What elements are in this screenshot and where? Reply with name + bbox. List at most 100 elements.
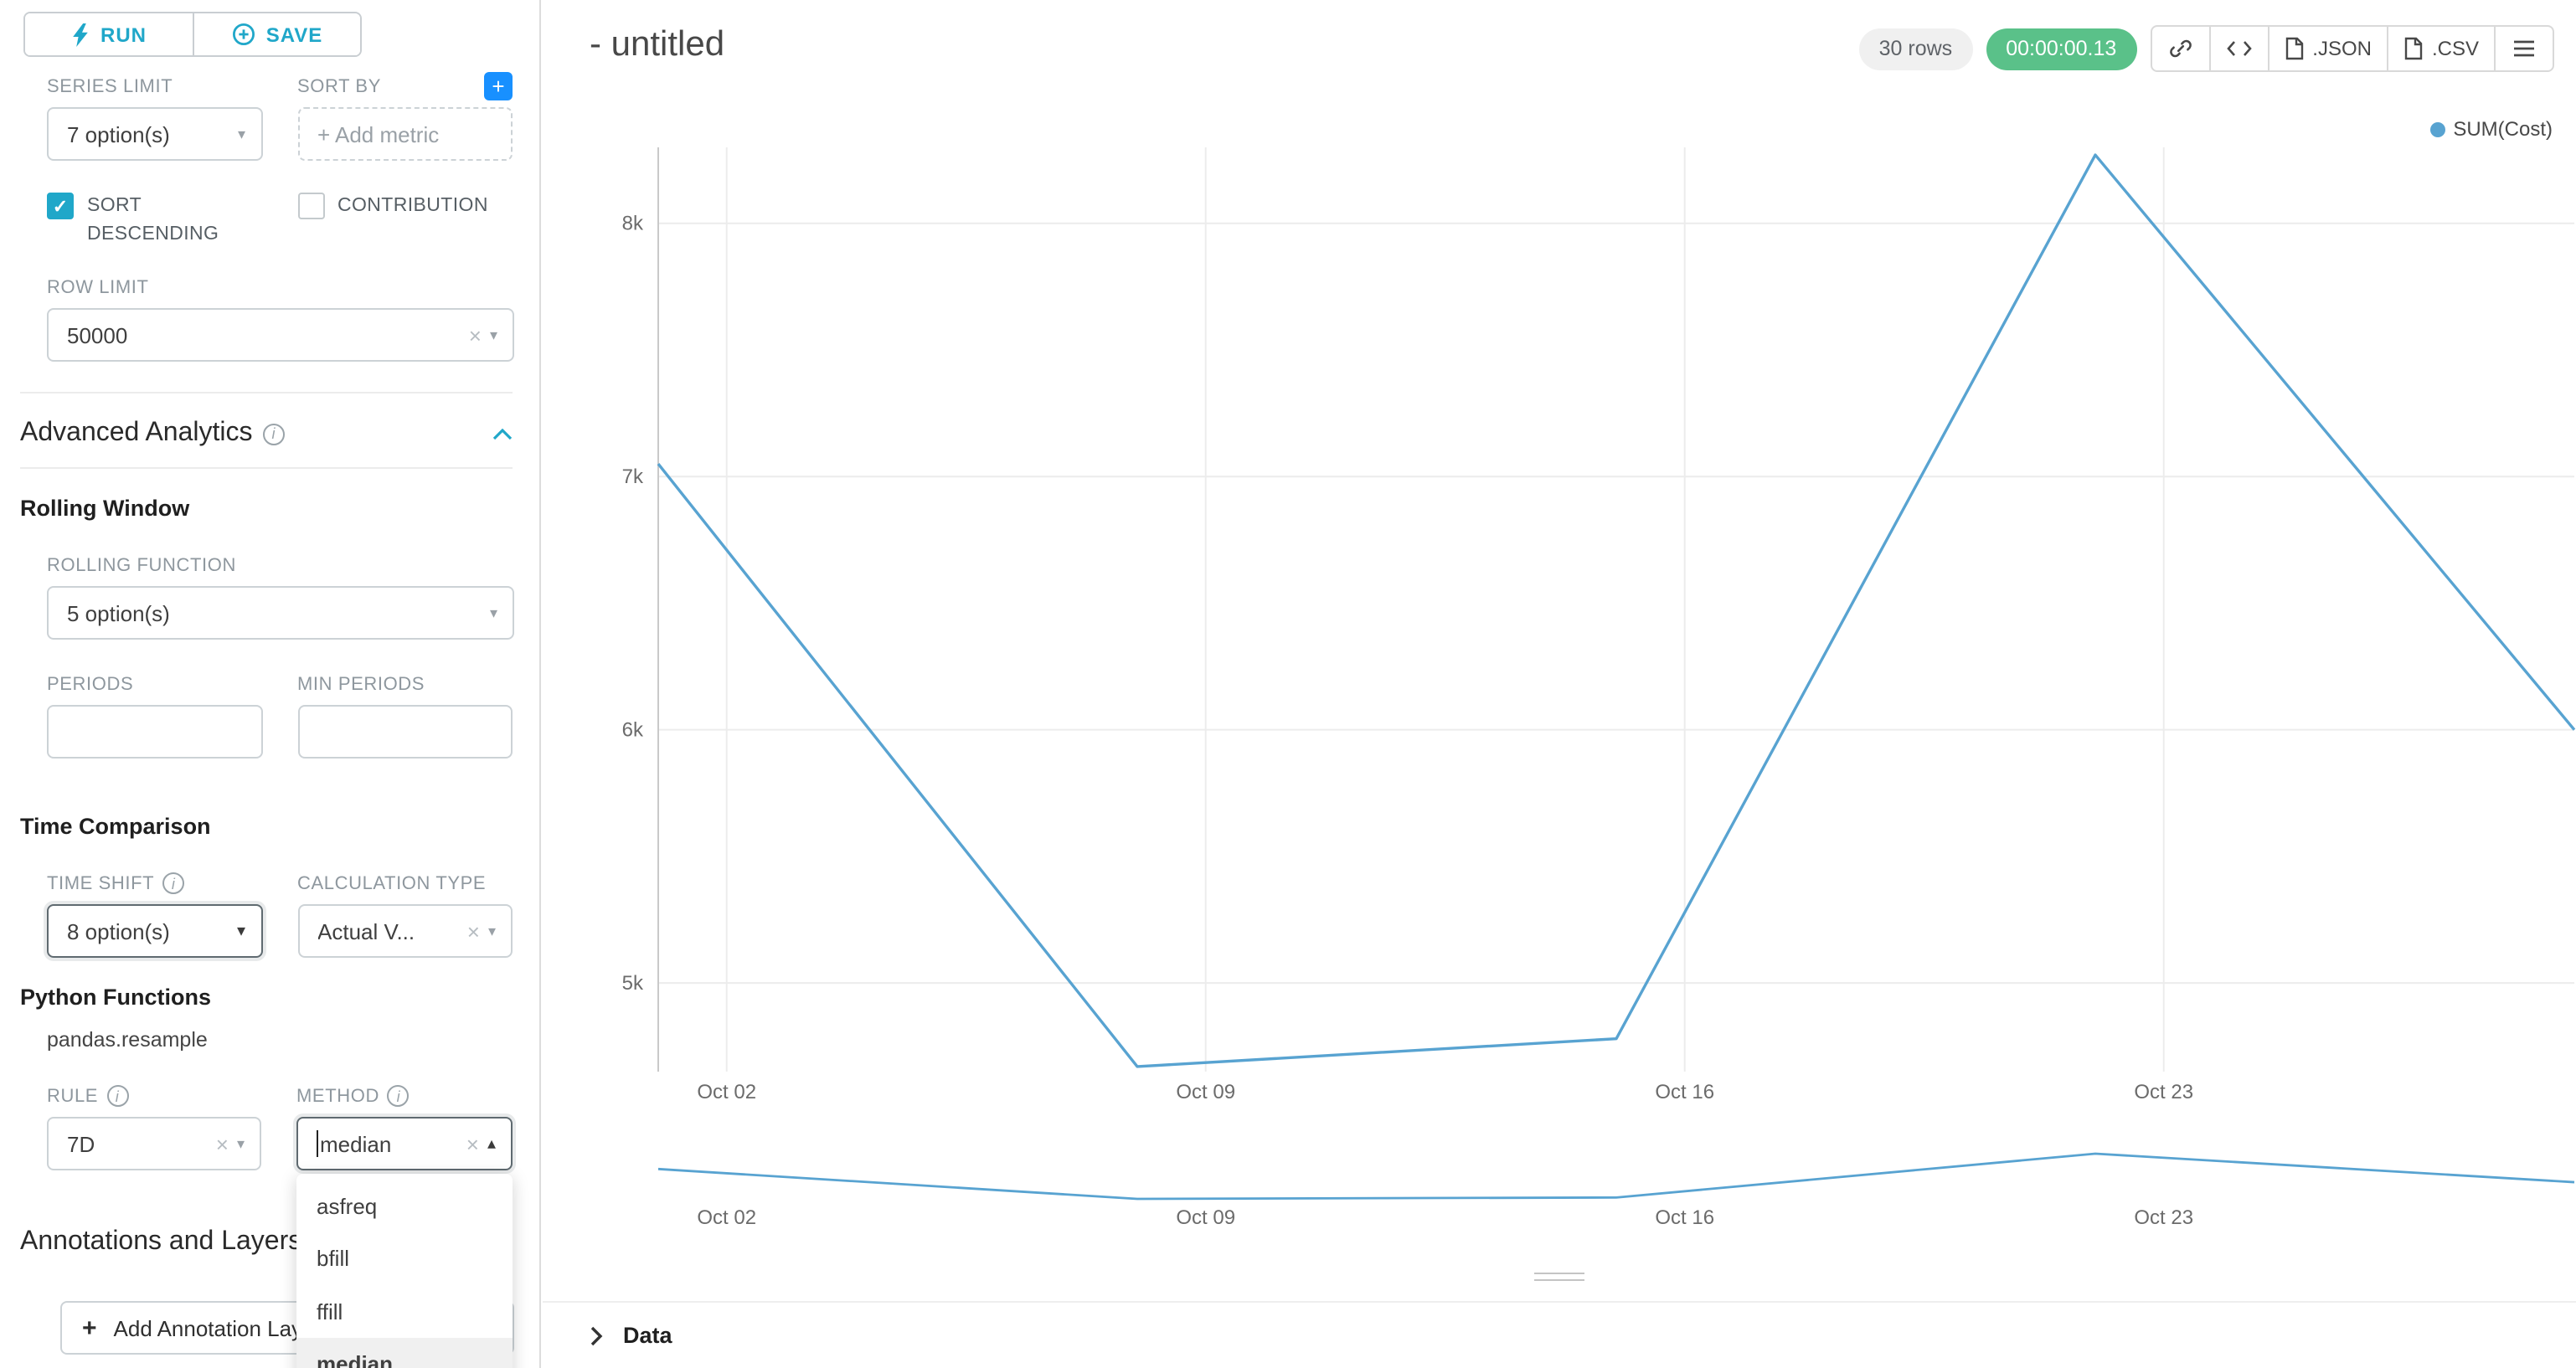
time-shift-value: 8 option(s) [67,918,170,944]
y-tick-label: 5k [622,972,644,995]
link-icon [2169,39,2192,58]
run-button[interactable]: RUN [25,13,193,55]
periods-input[interactable] [47,705,262,759]
csv-label: .CSV [2431,37,2479,60]
min-periods-label: MIN PERIODS [297,674,425,695]
series-limit-select[interactable]: 7 option(s) ▾ [47,107,262,161]
clear-icon[interactable]: × [466,918,480,944]
x-tick-label: Oct 16 [1655,1081,1714,1103]
resample-row: RULE 7D × ▾ METHOD × ▴ [47,1052,513,1368]
caret-down-icon: ▾ [236,1134,245,1152]
caret-down-icon: ▾ [489,326,497,343]
rule-value: 7D [67,1131,95,1157]
method-option-median[interactable]: median [296,1337,513,1368]
sort-by-label-row: SORT BY [297,72,513,100]
row-count-badge: 30 rows [1858,28,1973,69]
time-shift-label-row: TIME SHIFT [47,872,262,895]
calculation-type-select[interactable]: Actual V... × ▾ [297,904,513,959]
time-shift-select[interactable]: 8 option(s) ▾ [47,904,262,959]
time-comparison-row: TIME SHIFT 8 option(s) ▾ CALCULATION TYP… [47,840,513,959]
method-field: METHOD × ▴ asfreq bfill ffill median [296,1052,513,1368]
series-limit-value: 7 option(s) [67,121,170,147]
rule-label: RULE [47,1086,99,1107]
rolling-function-label: ROLLING FUNCTION [47,555,236,576]
y-tick-label: 7k [622,465,644,488]
method-option-ffill[interactable]: ffill [317,1299,343,1324]
method-option-bfill[interactable]: bfill [317,1246,350,1272]
advanced-analytics-title: Advanced Analytics [20,419,253,448]
checkbox-row: SORT DESCENDING CONTRIBUTION [47,191,513,249]
series-limit-field: SERIES LIMIT 7 option(s) ▾ [47,57,262,161]
handle-line [1534,1279,1584,1281]
export-csv-button[interactable]: .CSV [2386,25,2496,72]
save-button[interactable]: SAVE [193,13,360,55]
time-shift-label: TIME SHIFT [47,873,155,894]
annotations-header[interactable]: Annotations and Layers [20,1228,513,1258]
method-label-row: METHOD [296,1085,513,1108]
lightning-icon [73,23,88,46]
series-line [657,153,2576,1068]
annotations-title: Annotations and Layers [20,1227,302,1257]
periods-field: PERIODS [47,640,262,759]
mini-x-tick-label: Oct 16 [1655,1206,1714,1229]
info-icon [262,423,285,445]
query-action-buttons: RUN SAVE [23,12,362,57]
plus-circle-icon [232,23,255,46]
more-options-button[interactable] [2494,25,2554,72]
chevron-up-icon[interactable] [492,428,513,440]
min-periods-input[interactable] [297,705,513,759]
rolling-function-select[interactable]: 5 option(s) ▾ [47,586,514,640]
run-label: RUN [100,23,147,46]
legend-label: SUM(Cost) [2453,117,2553,141]
export-json-button[interactable]: .JSON [2267,25,2388,72]
sort-by-add-metric[interactable]: + Add metric [297,107,513,161]
legend-item-sum-cost[interactable]: SUM(Cost) [2429,117,2553,141]
timeseries-line-chart: 5k 6k 7k 8k Oct 02 Oct 02 Oct 09 Oct 09 Oct 16 Oc… [622,147,2576,1229]
pandas-resample-label: pandas.resample [47,1028,208,1052]
rule-select[interactable]: 7D × ▾ [47,1117,261,1171]
hamburger-menu-icon [2514,40,2534,57]
mini-x-tick-label: Oct 09 [1176,1206,1235,1229]
contribution-option[interactable]: CONTRIBUTION [297,191,513,249]
series-limit-label: SERIES LIMIT [47,76,173,96]
caret-up-icon: ▴ [487,1134,496,1154]
mini-x-tick-label: Oct 02 [697,1206,756,1229]
calculation-type-value: Actual V... [317,918,415,944]
chart-header-toolbar: 30 rows 00:00:00.13 [1858,25,2554,72]
periods-row: PERIODS MIN PERIODS [47,640,513,759]
rule-field: RULE 7D × ▾ [47,1052,261,1171]
method-select[interactable]: × ▴ [296,1117,513,1171]
embed-code-button[interactable] [2208,25,2269,72]
min-periods-field: MIN PERIODS [297,640,513,759]
advanced-analytics-header[interactable]: Advanced Analytics [20,419,513,470]
time-shift-field: TIME SHIFT 8 option(s) ▾ [47,840,262,959]
x-tick-label: Oct 09 [1176,1081,1235,1103]
sort-descending-checkbox[interactable] [47,193,74,219]
row-limit-value: 50000 [67,322,128,348]
y-tick-label: 6k [622,719,644,742]
python-functions-title: Python Functions [20,985,211,1011]
clear-icon[interactable]: × [215,1131,229,1157]
export-button-group: .JSON .CSV [2150,25,2554,72]
sort-by-label: SORT BY [297,76,381,96]
method-option-asfreq[interactable]: asfreq [317,1193,378,1219]
contribution-checkbox[interactable] [297,193,324,219]
method-input[interactable] [320,1131,460,1157]
sort-descending-option[interactable]: SORT DESCENDING [47,191,262,249]
copy-link-button[interactable] [2150,25,2211,72]
mini-series-line [657,1152,2575,1201]
query-timer-badge: 00:00:00.13 [1986,28,2137,69]
row-limit-select[interactable]: 50000 × ▾ [47,308,514,363]
save-label: SAVE [265,23,323,46]
rule-label-row: RULE [47,1085,261,1108]
clear-icon[interactable]: × [466,1131,479,1157]
data-panel-header[interactable]: Data [543,1301,2576,1368]
add-metric-plus-button[interactable] [484,72,513,100]
method-label: METHOD [296,1086,379,1107]
series-limit-sort-by-row: SERIES LIMIT 7 option(s) ▾ SORT BY + Add… [47,57,513,161]
panel-resize-handle[interactable] [1534,1268,1584,1281]
legend-dot [2429,121,2445,136]
calculation-type-label: CALCULATION TYPE [297,873,487,894]
clear-icon[interactable]: × [468,322,482,348]
